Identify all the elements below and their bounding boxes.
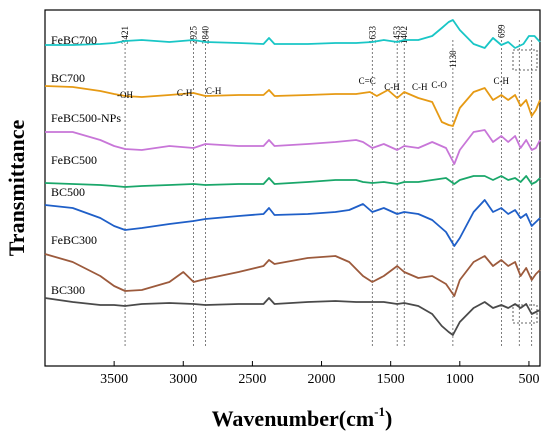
- zoom-marker-top: [512, 49, 538, 71]
- x-axis-label-end: ): [385, 406, 392, 431]
- series-label-0: FeBC700: [51, 33, 97, 47]
- x-tick-label-2: 2500: [238, 372, 266, 387]
- series-line-4: [44, 199, 541, 247]
- x-tick-label-4: 1500: [377, 372, 405, 387]
- band-label-0: -OH: [117, 90, 133, 100]
- ref-line-label-1: 2925: [189, 26, 199, 45]
- ref-line-label-3: 1633: [367, 26, 377, 45]
- series-line-0: [45, 19, 541, 49]
- series-label-3: FeBC500: [51, 153, 97, 167]
- x-axis-label-sup: -1: [374, 404, 385, 419]
- annotations: -OH C-H C-HC=CC-H C-H C-O C-H: [117, 76, 509, 100]
- band-label-3: C=C: [359, 76, 376, 86]
- ref-line-label-7: 699: [496, 24, 506, 38]
- plot-frame: [44, 9, 541, 367]
- series-label-6: BC300: [51, 283, 85, 297]
- zoom-marker-bottom: [512, 304, 538, 324]
- band-label-6: C-O: [431, 80, 447, 90]
- series-labels: FeBC700 BC700 FeBC500-NPs FeBC500 BC500 FeBC3…: [51, 33, 121, 297]
- x-tick-label-1: 3000: [169, 372, 197, 387]
- series-line-2: [45, 129, 541, 165]
- x-tick-label-6: 500: [518, 372, 539, 387]
- x-axis-label: Wavenumber(cm-1): [212, 404, 393, 431]
- band-label-2: C-H: [206, 86, 222, 96]
- y-axis-label: Transmittance: [4, 120, 29, 257]
- ref-line-label-5: 1402: [399, 26, 409, 44]
- ref-line-label-0: 3421: [120, 26, 130, 44]
- ref-line-label-4: 1453: [392, 26, 402, 45]
- series-line-6: [44, 297, 541, 336]
- x-tick-label-5: 1000: [446, 372, 474, 387]
- band-label-4: C-H: [384, 82, 400, 92]
- ref-line-label-6: 1130: [448, 50, 458, 68]
- band-label-1: C-H: [177, 88, 193, 98]
- series-line-1: [44, 85, 541, 127]
- series-label-5: FeBC300: [51, 233, 97, 247]
- band-label-7: C-H: [494, 76, 510, 86]
- x-tick-label-3: 2000: [308, 372, 336, 387]
- series-label-2: FeBC500-NPs: [51, 111, 121, 125]
- series-line-5: [44, 253, 541, 297]
- ref-line-label-2: 2840: [200, 26, 210, 45]
- x-axis-ticks: 3500 3000 2500 2000 1500 1000 500: [100, 361, 539, 387]
- series-group: [44, 19, 541, 336]
- x-axis-label-main: Wavenumber(cm: [212, 406, 375, 431]
- x-tick-label-0: 3500: [100, 372, 128, 387]
- series-label-1: BC700: [51, 71, 85, 85]
- band-label-5: C-H: [412, 82, 428, 92]
- series-line-3: [44, 175, 541, 188]
- series-label-4: BC500: [51, 185, 85, 199]
